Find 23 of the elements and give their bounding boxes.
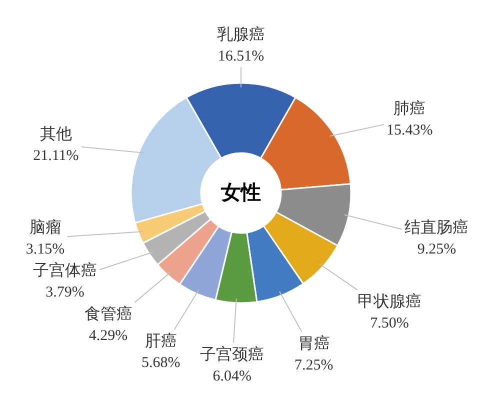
slice-label: 食管癌 <box>84 305 132 324</box>
data-label: 4.29% <box>88 328 128 344</box>
slice-label: 脑瘤 <box>29 218 62 236</box>
data-label: 3.15% <box>26 241 65 258</box>
text: 女性 <box>220 182 261 204</box>
data-label: 21.11% <box>33 148 79 164</box>
slice-label: 乳腺癌 <box>217 26 265 44</box>
data-label: 15.43% <box>386 122 433 139</box>
slice-label: 肺癌 <box>394 100 426 118</box>
data-label: 7.25% <box>294 357 334 374</box>
slice-label: 甲状腺癌 <box>357 292 422 311</box>
data-label: 16.51% <box>218 48 264 64</box>
slice-label: 其他 <box>40 124 72 143</box>
data-label: 6.04% <box>212 368 252 384</box>
data-label: 5.68% <box>141 355 180 372</box>
slice-label: 子宫体癌 <box>33 262 98 280</box>
data-label: 7.50% <box>370 316 409 332</box>
slice-label: 肝癌 <box>144 332 177 350</box>
data-label: 3.79% <box>46 284 84 301</box>
slice-label: 子宫颈癌 <box>200 345 264 364</box>
data-label: 9.25% <box>417 242 456 258</box>
slice-label: 结直肠癌 <box>404 218 469 237</box>
slice-label: 胃癌 <box>298 334 330 352</box>
